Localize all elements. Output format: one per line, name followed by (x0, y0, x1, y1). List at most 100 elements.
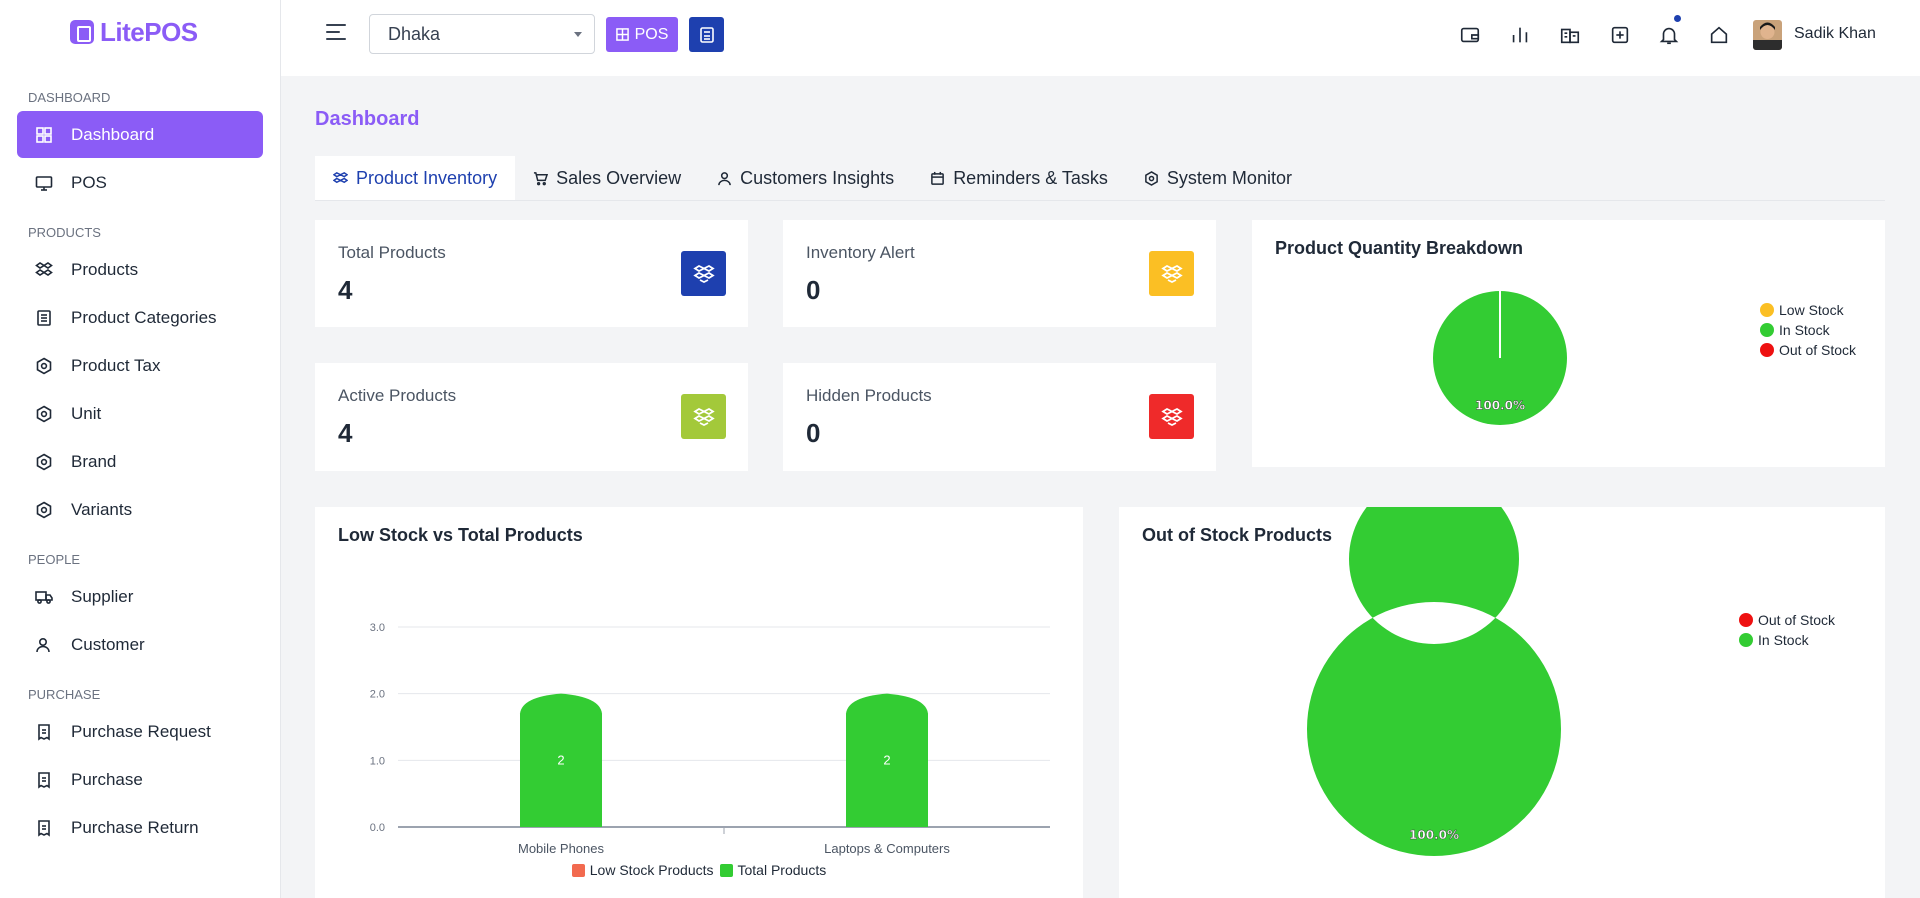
tab-product-inventory[interactable]: Product Inventory (315, 156, 516, 200)
pie-slice-in-stock[interactable] (1307, 507, 1561, 856)
calendar-icon (931, 171, 945, 185)
sidebar-item-customer[interactable]: Customer (17, 621, 263, 668)
y-tick-label: 1.0 (370, 755, 385, 767)
legend-swatch (1760, 343, 1774, 357)
calculator-button[interactable] (689, 17, 724, 52)
stat-value: 0 (806, 418, 821, 448)
sidebar-item-label: Customer (71, 634, 145, 654)
home-icon[interactable] (1707, 23, 1731, 47)
dropbox-icon (681, 251, 726, 296)
cart-icon (534, 171, 549, 185)
hexagon-icon (35, 501, 53, 519)
topbar: Dhaka POS Sadik Khan (281, 0, 1920, 76)
tab-label: Product Inventory (356, 167, 498, 188)
app-logo[interactable]: LitePOS (0, 0, 280, 64)
dropbox-icon (681, 394, 726, 439)
sidebar-item-products[interactable]: Products (17, 246, 263, 293)
sidebar-item-supplier[interactable]: Supplier (17, 573, 263, 620)
out-of-stock-donut-chart: 100.0% (1307, 507, 1561, 856)
truck-icon (35, 588, 53, 606)
stat-card-inventory-alert[interactable]: Inventory Alert 0 (783, 220, 1216, 327)
wallet-icon[interactable] (1458, 23, 1482, 47)
dropbox-icon (35, 261, 53, 279)
stat-value: 4 (338, 418, 353, 448)
stat-label: Total Products (338, 243, 446, 262)
sidebar-item-variants[interactable]: Variants (17, 486, 263, 533)
y-tick-label: 3.0 (370, 622, 385, 634)
legend-swatch (1739, 613, 1753, 627)
tab-label: Sales Overview (556, 167, 682, 188)
sidebar-item-product-categories[interactable]: Product Categories (17, 294, 263, 341)
product-quantity-pie-chart: 100.0% (1432, 291, 1567, 425)
calculator-icon (699, 26, 714, 43)
bar-total-products[interactable] (846, 693, 928, 827)
tab-system-monitor[interactable]: System Monitor (1126, 156, 1310, 200)
list-icon (35, 309, 53, 327)
pie-data-label: 100.0% (1409, 828, 1459, 842)
bar-chart-icon[interactable] (1508, 23, 1532, 47)
stat-card-total-products[interactable]: Total Products 4 (315, 220, 748, 327)
legend-item[interactable]: In Stock (1760, 320, 1856, 340)
dropbox-icon (1149, 394, 1194, 439)
bell-icon[interactable] (1657, 15, 1681, 47)
avatar[interactable] (1753, 20, 1782, 50)
legend-item[interactable]: In Stock (1739, 630, 1835, 650)
bar-data-label: 2 (883, 752, 890, 767)
sidebar-item-purchase-return[interactable]: Purchase Return (17, 804, 263, 851)
sidebar-item-purchase-request[interactable]: Purchase Request (17, 708, 263, 755)
legend-swatch (571, 863, 585, 877)
logo-text: LitePOS (100, 16, 198, 47)
legend-label: Out of Stock (1779, 342, 1857, 358)
sidebar-item-label: Brand (71, 451, 117, 471)
sidebar-item-pos[interactable]: POS (17, 159, 263, 206)
legend-item[interactable]: Low Stock (1760, 300, 1856, 320)
tab-label: Reminders & Tasks (953, 167, 1108, 188)
gear-icon (1145, 170, 1158, 186)
sidebar-item-dashboard[interactable]: Dashboard (17, 111, 263, 158)
y-tick-label: 2.0 (370, 689, 385, 701)
branch-select[interactable]: Dhaka (369, 14, 595, 54)
bar-total-products[interactable] (520, 693, 602, 827)
building-icon[interactable] (1558, 23, 1582, 47)
legend-item[interactable]: Out of Stock (1739, 610, 1835, 630)
stat-card-hidden-products[interactable]: Hidden Products 0 (783, 363, 1216, 471)
stat-label: Inventory Alert (806, 243, 915, 262)
hexagon-icon (35, 357, 53, 375)
legend-swatch (1760, 323, 1774, 337)
sidebar-item-label: Purchase Return (71, 817, 199, 837)
low-stock-bar-chart: 0.0 1.0 2.0 3.0 2 Mobile Phones 2 Laptops & Com… (370, 622, 1050, 856)
sidebar-item-label: Supplier (71, 586, 134, 606)
sidebar-item-label: Purchase Request (71, 721, 211, 741)
low-stock-vs-total-card: Low Stock vs Total Products 0.0 1.0 2.0 3.0… (315, 507, 1083, 898)
menu-toggle-icon[interactable] (326, 24, 346, 44)
legend-item[interactable]: Out of Stock (1760, 340, 1856, 360)
pie-data-label: 100.0% (1475, 399, 1525, 413)
tab-customers-insights[interactable]: Customers Insights (699, 156, 912, 200)
stat-card-active-products[interactable]: Active Products 4 (315, 363, 748, 471)
pos-button[interactable]: POS (606, 17, 678, 52)
legend-label: Total Products (737, 862, 827, 878)
user-name[interactable]: Sadik Khan (1794, 25, 1876, 42)
legend-swatch (1760, 303, 1774, 317)
legend-swatch (719, 863, 733, 877)
bar-data-label: 2 (557, 752, 564, 767)
sidebar-item-unit[interactable]: Unit (17, 390, 263, 437)
dashboard-tabs: Product Inventory Sales Overview Custome… (315, 156, 1885, 201)
plus-square-icon[interactable] (1608, 23, 1632, 47)
legend-label: Low Stock Products (589, 862, 714, 878)
legend-item[interactable]: Low Stock Products (571, 860, 714, 880)
stat-value: 0 (806, 275, 821, 305)
stat-value: 4 (338, 275, 353, 305)
sidebar-item-product-tax[interactable]: Product Tax (17, 342, 263, 389)
sidebar-item-brand[interactable]: Brand (17, 438, 263, 485)
product-quantity-breakdown-card: Product Quantity Breakdown 100.0% Low St… (1252, 220, 1885, 467)
legend-item[interactable]: Total Products (719, 860, 827, 880)
sidebar-item-label: Purchase (71, 769, 143, 789)
sidebar-item-purchase[interactable]: Purchase (17, 756, 263, 803)
tab-reminders-tasks[interactable]: Reminders & Tasks (912, 156, 1126, 200)
tab-sales-overview[interactable]: Sales Overview (515, 156, 699, 200)
tab-label: System Monitor (1166, 167, 1292, 188)
branch-select-value: Dhaka (388, 24, 441, 44)
dropbox-icon (333, 171, 348, 183)
user-icon (718, 171, 731, 185)
